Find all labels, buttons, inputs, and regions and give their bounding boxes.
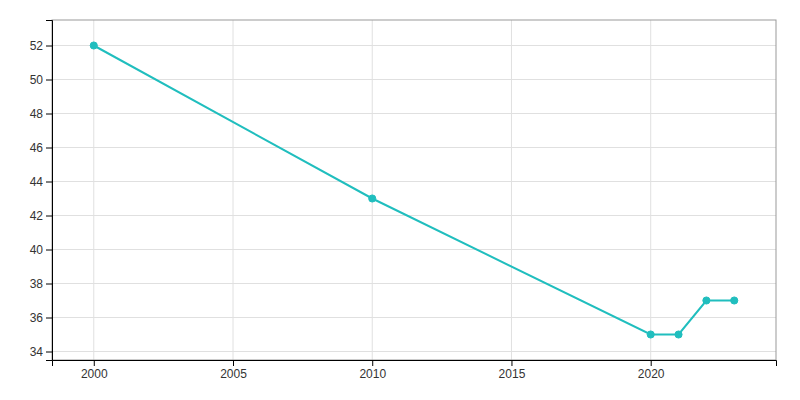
tick: 2015: [499, 360, 526, 381]
tick-label: 52: [30, 39, 44, 53]
tick-mark: [46, 284, 52, 285]
tick-mark: [46, 182, 52, 183]
grid-line-y: [52, 215, 776, 216]
tick-label: 42: [30, 209, 44, 223]
tick: 36: [30, 311, 52, 325]
tick-label: 46: [30, 141, 44, 155]
tick-mark: [46, 80, 52, 81]
tick-mark: [233, 360, 234, 366]
grid-line-y: [52, 113, 776, 114]
tick-label: 34: [30, 345, 44, 359]
tick: 44: [30, 175, 52, 189]
grid-line-y: [52, 147, 776, 148]
plot-frame: [52, 20, 776, 360]
line: [94, 46, 734, 335]
grid-line-x: [511, 20, 512, 360]
tick-mark: [46, 352, 52, 353]
tick-label: 2015: [499, 367, 526, 381]
point: [369, 195, 376, 202]
grid-line-y: [52, 45, 776, 46]
grid-line-x: [233, 20, 234, 360]
grid-line-x: [650, 20, 651, 360]
tick-mark: [46, 114, 52, 115]
plot-area: 2000 2005 2010 2015 2020 34 36 38 40 42 44 46 48 50 52: [30, 20, 777, 381]
tick-label: 38: [30, 277, 44, 291]
grid-line-y: [52, 249, 776, 250]
tick-label: 48: [30, 107, 44, 121]
point: [675, 331, 682, 338]
tick: 50: [30, 73, 52, 87]
point: [703, 297, 710, 304]
tick-mark: [46, 250, 52, 251]
tick-label: 36: [30, 311, 44, 325]
tick: 38: [30, 277, 52, 291]
grid-line-y: [52, 317, 776, 318]
y-axis: 34 36 38 40 42 44 46 48 50 52: [30, 21, 53, 361]
grid-line-y: [52, 181, 776, 182]
tick-mark: [46, 148, 52, 149]
tick-label: 44: [30, 175, 44, 189]
tick-mark: [46, 46, 52, 47]
tick: 40: [30, 243, 52, 257]
grid-line-x: [372, 20, 373, 360]
axis-line: [46, 21, 53, 361]
grid-line-y: [52, 79, 776, 80]
tick-mark: [46, 318, 52, 319]
point: [90, 42, 97, 49]
grid-line-y: [52, 351, 776, 352]
grid-line-x: [93, 20, 94, 360]
tick-label: 2010: [359, 367, 386, 381]
tick: 2010: [359, 360, 386, 381]
chart: 2000 2005 2010 2015 2020 34 36 38 40 42 44 46 48 50 52: [0, 0, 800, 400]
tick-label: 2000: [81, 367, 108, 381]
tick-label: 2005: [220, 367, 247, 381]
tick-label: 40: [30, 243, 44, 257]
tick: 46: [30, 141, 52, 155]
grid-line-y: [52, 283, 776, 284]
tick-mark: [372, 360, 373, 366]
tick: 2020: [638, 360, 665, 381]
point: [731, 297, 738, 304]
point: [647, 331, 654, 338]
tick-mark: [46, 216, 52, 217]
tick: 2000: [81, 360, 108, 381]
tick: 2005: [220, 360, 247, 381]
x-axis: 2000 2005 2010 2015 2020: [53, 360, 777, 381]
tick-label: 2020: [638, 367, 665, 381]
axis-line: [53, 361, 777, 367]
tick-mark: [651, 360, 652, 366]
marks: [90, 42, 738, 338]
grid: [52, 20, 776, 360]
tick: 48: [30, 107, 52, 121]
tick: 52: [30, 39, 52, 53]
tick-mark: [94, 360, 95, 366]
tick: 34: [30, 345, 52, 359]
tick-mark: [511, 360, 512, 366]
tick: 42: [30, 209, 52, 223]
tick-label: 50: [30, 73, 44, 87]
